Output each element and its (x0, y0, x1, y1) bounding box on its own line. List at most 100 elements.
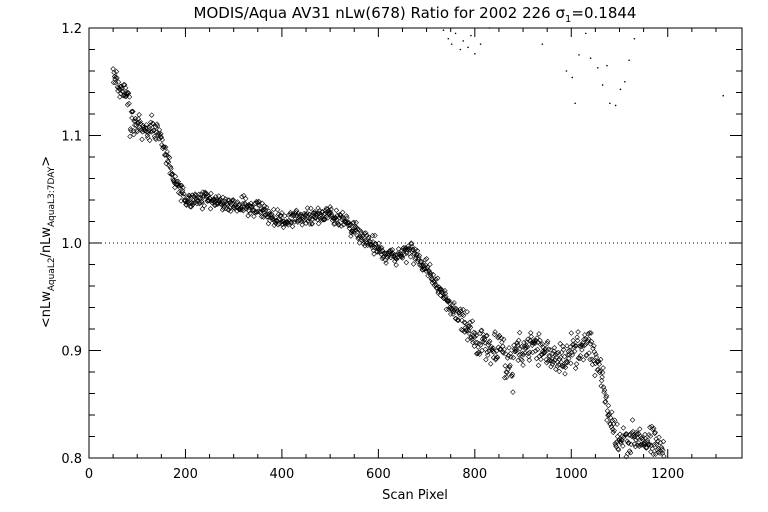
data-point (448, 305, 454, 311)
data-point (538, 356, 544, 363)
data-point (379, 255, 385, 262)
data-point (585, 336, 592, 342)
data-point (228, 208, 234, 214)
x-tick-label: 400 (269, 467, 294, 482)
data-point (542, 346, 548, 353)
data-point (574, 337, 581, 344)
data-point (401, 251, 408, 257)
data-point (442, 290, 449, 297)
data-point (134, 128, 140, 135)
data-point (272, 214, 278, 221)
data-point (579, 347, 585, 353)
data-point (592, 360, 599, 367)
data-point (393, 256, 400, 262)
data-point (569, 342, 576, 348)
data-point (190, 200, 196, 206)
data-point (176, 184, 183, 191)
data-point (325, 215, 331, 221)
y-tick-label: 0.9 (61, 345, 82, 360)
data-point (346, 219, 352, 226)
data-point (149, 128, 155, 134)
data-point (524, 344, 531, 350)
data-point (298, 218, 305, 224)
data-point (589, 361, 596, 368)
data-point (646, 441, 653, 448)
data-point (451, 300, 457, 306)
data-point (378, 248, 384, 255)
data-point (633, 437, 639, 443)
data-point (195, 195, 202, 201)
x-tick-label: 1200 (651, 467, 684, 482)
chart-title: MODIS/Aqua AV31 nLw(678) Ratio for 2002 … (194, 4, 637, 25)
data-point (502, 363, 508, 369)
data-point (380, 253, 387, 260)
data-point (462, 320, 468, 326)
outlier-point (442, 29, 445, 31)
data-point (526, 353, 532, 360)
data-point (121, 82, 128, 88)
data-point (586, 350, 592, 356)
data-point (230, 197, 236, 203)
data-point (218, 201, 225, 208)
outlier-point (584, 32, 587, 35)
outlier-point (606, 64, 608, 67)
data-point (564, 359, 571, 366)
data-point (599, 374, 605, 380)
data-point (377, 245, 384, 251)
data-point (568, 360, 574, 366)
data-point (252, 200, 259, 207)
data-point (201, 203, 207, 209)
data-point (346, 225, 353, 232)
data-point (652, 429, 658, 436)
data-point (488, 361, 494, 367)
data-point (645, 439, 651, 446)
data-point (172, 173, 179, 180)
data-point (289, 223, 296, 230)
chart-title-sigma-subscript: 1 (565, 14, 571, 25)
data-point (515, 357, 521, 364)
data-point (515, 342, 521, 348)
data-point (187, 203, 194, 210)
data-point (592, 372, 598, 379)
data-point (199, 199, 205, 205)
data-point (299, 222, 305, 228)
data-point (157, 132, 163, 138)
data-point (400, 249, 407, 256)
data-point (603, 393, 610, 399)
data-point (492, 329, 498, 335)
data-point (593, 354, 600, 360)
data-point (491, 349, 497, 356)
data-point (428, 270, 434, 277)
outlier-point (470, 34, 472, 37)
outlier-point (619, 88, 622, 91)
outlier-point (474, 53, 476, 55)
data-point (620, 443, 626, 449)
data-point (531, 338, 537, 344)
data-point (499, 339, 505, 346)
data-point (304, 210, 310, 216)
data-point (174, 178, 180, 185)
data-point (533, 355, 540, 362)
data-point (211, 196, 218, 203)
data-point (493, 348, 500, 354)
data-point (115, 88, 121, 94)
data-point (586, 330, 593, 336)
data-point (547, 357, 553, 364)
data-point (532, 348, 539, 354)
data-point (547, 347, 554, 353)
data-point (610, 421, 617, 427)
data-point (629, 417, 636, 423)
data-point (571, 348, 578, 355)
data-point (505, 352, 512, 359)
data-point (124, 102, 131, 108)
data-point (256, 199, 262, 205)
data-point (550, 359, 557, 365)
data-point (166, 154, 173, 161)
data-point (601, 387, 608, 393)
data-point (626, 448, 633, 454)
data-point (123, 91, 130, 97)
data-point (276, 221, 283, 227)
data-point (188, 204, 194, 210)
data-point (539, 352, 545, 358)
outlier-point (541, 43, 544, 45)
